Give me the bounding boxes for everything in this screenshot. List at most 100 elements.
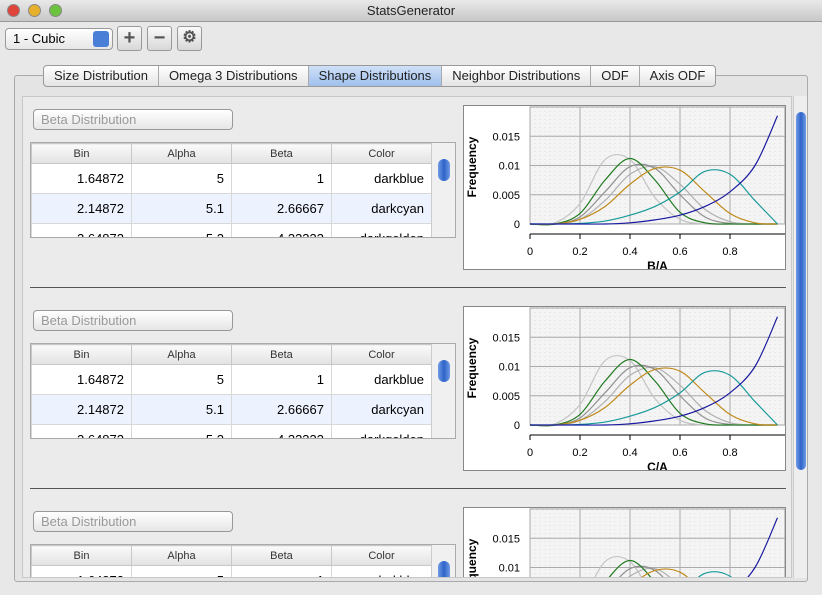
tab[interactable]: Shape Distributions bbox=[308, 66, 443, 86]
bin-table: Bin Alpha Beta Color 1.64872 5 1 darkblue 2.1487… bbox=[30, 142, 456, 238]
table-cell: 5 bbox=[131, 565, 232, 577]
table-cell: darkgolden bbox=[331, 223, 432, 237]
distribution-combo[interactable]: Beta Distribution bbox=[33, 511, 233, 532]
table-cell: 5.2 bbox=[131, 424, 232, 438]
table: Bin Alpha Beta Color 1.64872 5 1 darkblue 2.1487… bbox=[31, 344, 432, 438]
x-tick-label: 0.2 bbox=[572, 246, 587, 258]
header-row: Bin Alpha Beta Color bbox=[31, 143, 432, 164]
distribution-text: Beta Distribution bbox=[41, 514, 137, 529]
shape-panel: Beta Distribution BinAlphaBetaColor1.6487… bbox=[23, 499, 791, 578]
header-row: Bin Alpha Beta Color bbox=[31, 344, 432, 365]
table-scrollbar[interactable] bbox=[431, 545, 455, 577]
separator bbox=[30, 287, 786, 288]
table-cell: 2.66667 bbox=[231, 394, 332, 425]
distribution-curve bbox=[530, 115, 779, 225]
table-cell: 1.64872 bbox=[31, 565, 132, 577]
tab[interactable]: Neighbor Distributions bbox=[442, 66, 592, 86]
scroll-thumb bbox=[438, 360, 450, 382]
column-header: Bin bbox=[31, 143, 132, 164]
table-scrollbar[interactable] bbox=[431, 344, 455, 438]
y-tick-label: 0.015 bbox=[492, 332, 520, 344]
table-row[interactable]: 2.14872 5.1 2.66667 darkcyan bbox=[31, 394, 432, 425]
x-tick-label: 0.6 bbox=[672, 447, 687, 459]
distribution-combo[interactable]: Beta Distribution bbox=[33, 109, 233, 130]
x-tick-label: 0 bbox=[527, 246, 533, 258]
y-tick-label: 0.01 bbox=[499, 161, 520, 173]
close-button[interactable] bbox=[7, 4, 20, 17]
tab-bar: Size Distribution Omega 3 Distributions Sh… bbox=[43, 65, 717, 87]
distribution-curve bbox=[628, 567, 671, 577]
tab[interactable]: Axis ODF bbox=[649, 68, 706, 83]
tab[interactable]: Omega 3 Distributions bbox=[159, 66, 309, 86]
y-tick-label: 0.015 bbox=[492, 131, 520, 143]
chart: 0 0.2 0.4 0.6 0.8 0 0.005 0.01 0.015 Frequency C/A bbox=[463, 306, 786, 474]
zoom-button[interactable] bbox=[49, 4, 62, 17]
table-cell: 1 bbox=[231, 565, 332, 577]
y-axis-label: Frequency bbox=[465, 136, 479, 197]
y-tick-label: 0.005 bbox=[492, 190, 520, 202]
tab[interactable]: ODF bbox=[591, 66, 640, 86]
table-scrollbar[interactable] bbox=[431, 143, 455, 237]
y-tick-label: 0 bbox=[514, 219, 520, 231]
distribution-curve bbox=[529, 367, 778, 426]
column-header: Beta bbox=[231, 344, 332, 365]
minimize-button[interactable] bbox=[28, 4, 41, 17]
column-header: Beta bbox=[231, 545, 332, 566]
distribution-curve bbox=[530, 316, 779, 426]
scroll-area: Beta Distribution Bin Alpha Beta Color 1.6487… bbox=[22, 96, 792, 578]
column-header: Alpha bbox=[131, 143, 232, 164]
table-cell: 1 bbox=[231, 364, 332, 395]
table-cell: 5.1 bbox=[131, 394, 232, 425]
x-tick-label: 0.4 bbox=[622, 246, 637, 258]
settings-button[interactable]: ⚙ bbox=[177, 26, 202, 51]
column-header: Bin bbox=[31, 545, 132, 566]
remove-button[interactable]: − bbox=[147, 26, 172, 51]
y-axis-label: Frequency bbox=[465, 538, 479, 578]
y-tick-label: 0.015 bbox=[492, 533, 520, 545]
add-button[interactable]: + bbox=[117, 26, 142, 51]
table-cell: 5.1 bbox=[131, 193, 232, 224]
table-cell: darkgolden bbox=[331, 424, 432, 438]
x-tick-label: 0.4 bbox=[622, 447, 637, 459]
column-header: Color bbox=[331, 143, 432, 164]
distribution-combo[interactable]: Beta Distribution bbox=[33, 310, 233, 331]
column-header: Beta bbox=[231, 143, 332, 164]
window-title: StatsGenerator bbox=[366, 3, 456, 18]
column-header: Color bbox=[331, 545, 432, 566]
table-cell: darkblue bbox=[331, 364, 432, 395]
table-cell: 1 bbox=[231, 163, 332, 194]
x-tick-label: 0.8 bbox=[722, 447, 737, 459]
table-cell: 2.64872 bbox=[31, 424, 132, 438]
bin-table: Bin Alpha Beta Color 1.64872 5 1 darkblue 2.1487… bbox=[30, 343, 456, 439]
distribution-curve bbox=[529, 166, 778, 225]
table-cell: darkcyan bbox=[331, 193, 432, 224]
table-cell: 2.14872 bbox=[31, 193, 132, 224]
tab[interactable]: Size Distribution bbox=[44, 66, 159, 86]
table-cell: 5 bbox=[131, 163, 232, 194]
preset-combo[interactable]: 1 - Cubic bbox=[5, 28, 113, 50]
vertical-scrollbar[interactable] bbox=[793, 96, 807, 578]
table: Bin Alpha Beta Color 1.64872 5 1 darkblue 2.1487… bbox=[31, 143, 432, 237]
header-row: Bin Alpha Beta Color bbox=[31, 545, 432, 566]
table-cell: darkcyan bbox=[331, 394, 432, 425]
table-cell: 5.2 bbox=[131, 223, 232, 237]
table-row[interactable]: 2.14872 5.1 2.66667 darkcyan bbox=[31, 193, 432, 224]
table-cell: 4.33333 bbox=[231, 424, 332, 438]
y-tick-label: 0.005 bbox=[492, 391, 520, 403]
x-axis-label: C/A bbox=[647, 460, 668, 470]
scroll-thumb bbox=[438, 159, 450, 181]
y-tick-label: 0 bbox=[514, 420, 520, 432]
table-cell: 2.66667 bbox=[231, 193, 332, 224]
separator bbox=[30, 488, 786, 489]
y-tick-label: 0.01 bbox=[499, 362, 520, 374]
table-cell: 5 bbox=[131, 364, 232, 395]
